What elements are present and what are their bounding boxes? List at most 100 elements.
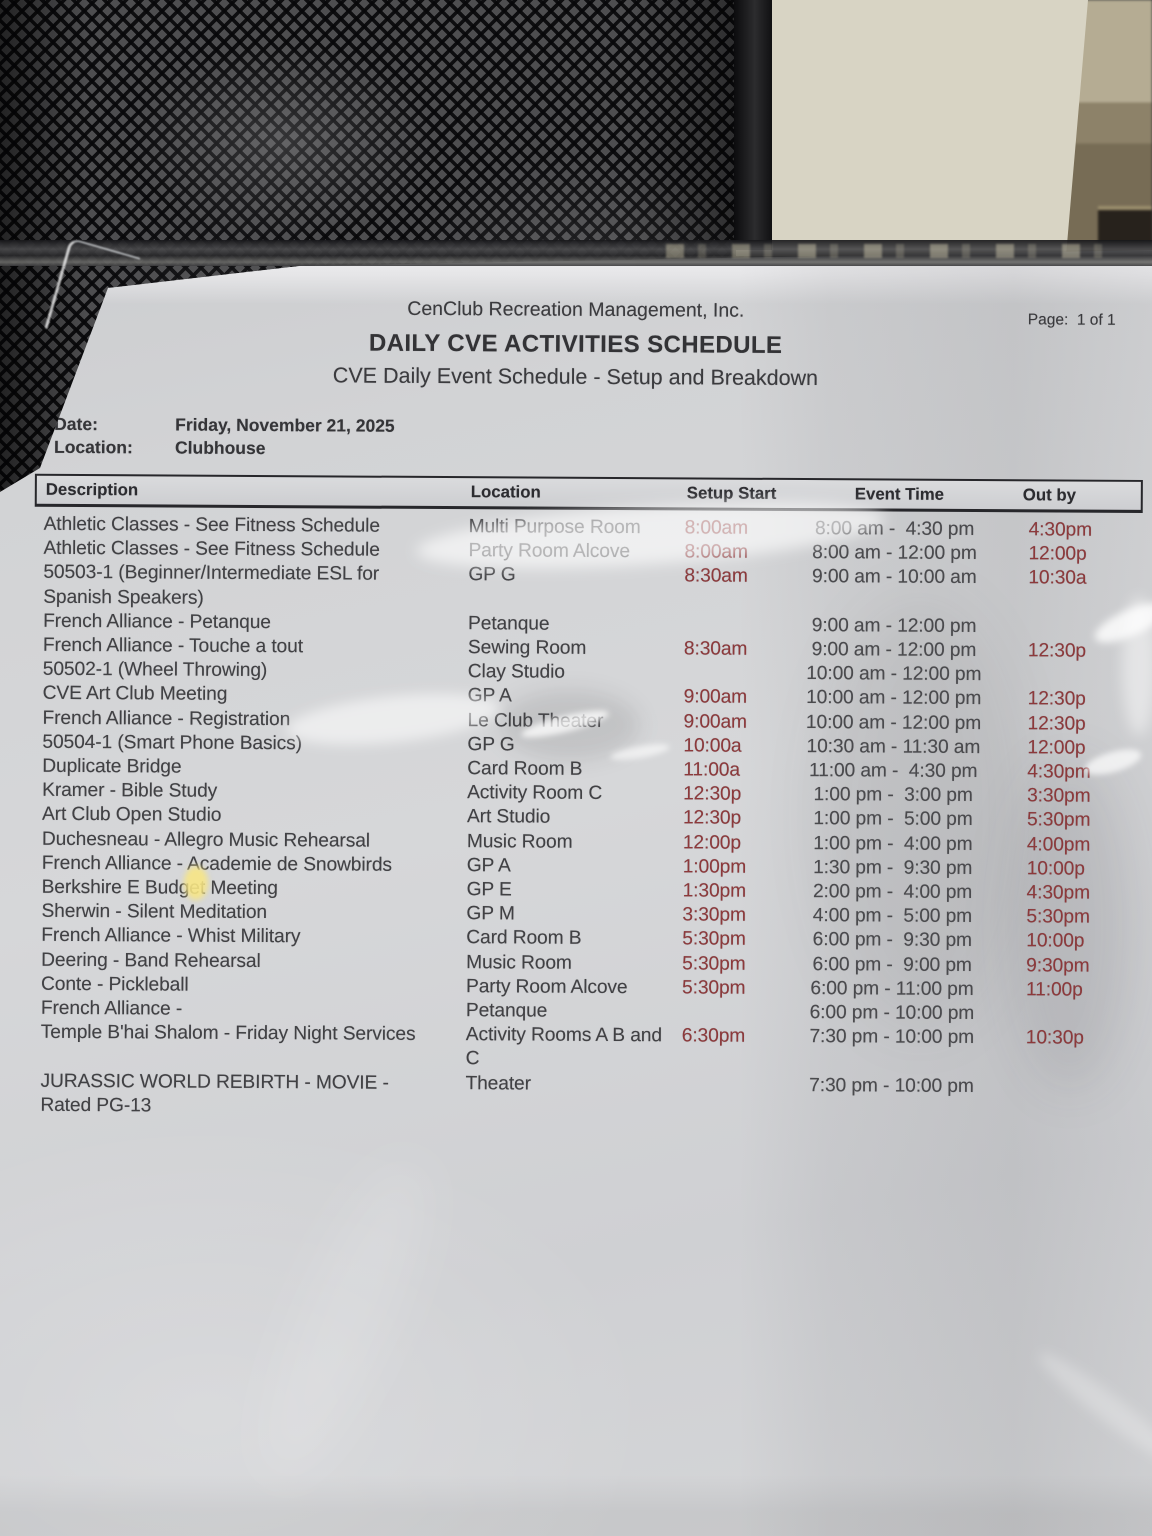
column-header-location: Location <box>470 482 541 502</box>
cell-event: 6:00 pm - 9:30 pm <box>812 929 973 952</box>
cell-setup: 9:00am <box>683 686 748 709</box>
cell-loc: GP M <box>466 903 515 925</box>
cell-setup: 8:30am <box>683 638 748 660</box>
cell-out: 12:30p <box>1027 688 1086 711</box>
location-label: Location: <box>54 436 133 458</box>
cell-loc: Petanque <box>465 1000 548 1022</box>
cell-setup <box>681 1073 781 1098</box>
document-subtitle: CVE Daily Event Schedule - Setup and Bre… <box>332 363 819 391</box>
company-name: CenClub Recreation Management, Inc. <box>407 297 745 322</box>
cell-event: 9:00 am - 10:00 am <box>811 566 977 589</box>
cell-setup: 9:00am <box>683 711 748 733</box>
cell-out: 10:30p <box>1025 1027 1084 1049</box>
cell-desc: Sherwin - Silent Meditation <box>41 901 268 924</box>
cell-desc: French Alliance - Whist Military <box>41 925 301 948</box>
cell-event: 6:00 pm - 9:00 pm <box>812 953 972 976</box>
cell-out: 12:00p <box>1028 543 1087 565</box>
cell-desc: French Alliance - Academie de Snowbirds <box>41 852 392 876</box>
cell-out: 9:30pm <box>1026 954 1090 977</box>
cell-desc: Athletic Classes - See Fitness Schedule <box>43 513 381 537</box>
cell-event: 1:30 pm - 9:30 pm <box>813 856 973 879</box>
cell-out: 11:00p <box>1025 979 1083 1001</box>
cell-loc: Clay Studio <box>467 661 565 683</box>
cell-loc: Activity Rooms A B and C <box>465 1024 663 1070</box>
table-row: 50503-1 (Beginner/Intermediate ESL for S… <box>34 561 1142 616</box>
cell-loc: GP A <box>466 855 511 877</box>
location-value: Clubhouse <box>175 437 266 459</box>
cell-out: 4:30pm <box>1028 519 1093 541</box>
cell-setup: 6:30pm <box>681 1025 746 1047</box>
column-header-description: Description <box>45 479 139 500</box>
cell-desc: French Alliance - Touche a tout <box>42 634 304 658</box>
cell-setup: 5:30pm <box>682 928 746 951</box>
table-row: JURASSIC WORLD REBIRTH - MOVIE - Rated P… <box>31 1069 1139 1124</box>
cell-loc: Theater <box>465 1072 532 1095</box>
cell-event: 10:00 am - 12:00 pm <box>806 663 982 686</box>
cell-loc: Art Studio <box>466 806 551 829</box>
cell-desc: French Alliance - Petanque <box>43 610 271 633</box>
cell-setup: 11:00a <box>683 759 741 781</box>
cell-loc: Sewing Room <box>467 637 587 659</box>
cell-setup: 1:30pm <box>682 880 747 902</box>
cell-setup: 12:30p <box>683 783 742 805</box>
cell-setup: 8:30am <box>684 565 748 588</box>
cell-setup <box>684 662 784 687</box>
cell-out: 10:30a <box>1028 567 1087 590</box>
cell-event: 2:00 pm - 4:00 pm <box>812 881 973 904</box>
table-header: Description Location Setup Start Event T… <box>34 473 1143 513</box>
cell-setup <box>682 1000 782 1025</box>
cell-event: 1:00 pm - 5:00 pm <box>813 808 973 831</box>
acrylic-reflection <box>640 244 1110 258</box>
cell-loc: Party Room Alcove <box>466 976 628 998</box>
cell-setup: 12:00p <box>682 832 742 854</box>
cell-setup <box>684 613 784 638</box>
glare-highlight <box>1122 596 1152 736</box>
cell-loc: Music Room <box>466 830 573 853</box>
cell-event: 11:00 am - 4:30 pm <box>809 760 978 783</box>
glare-yellow-spot <box>184 866 208 900</box>
cell-setup: 10:00a <box>683 735 742 757</box>
cell-loc: Card Room B <box>467 758 583 780</box>
acrylic-holder-edge <box>0 240 1152 266</box>
cell-out: 4:30pm <box>1026 882 1091 904</box>
schedule-rows: Athletic Classes - See Fitness Schedule M… <box>31 513 1142 1124</box>
cell-setup: 3:30pm <box>682 904 746 926</box>
cell-loc: Petanque <box>468 612 550 635</box>
cell-event: 7:30 pm - 10:00 pm <box>809 1074 974 1097</box>
cell-desc: Conte - Pickleball <box>41 973 189 996</box>
document-title: DAILY CVE ACTIVITIES SCHEDULE <box>368 329 783 359</box>
cell-event: 9:00 am - 12:00 pm <box>811 614 977 637</box>
page-number: Page: 1 of 1 <box>1027 311 1116 329</box>
stucco-wall <box>736 0 1088 256</box>
cell-out: 12:30p <box>1027 712 1086 735</box>
cell-event: 8:00 am - 12:00 pm <box>812 542 977 565</box>
cell-loc: Music Room <box>466 951 572 974</box>
cell-desc: French Alliance - <box>40 997 183 1020</box>
cell-out <box>1002 1002 1140 1027</box>
cell-out: 10:00p <box>1026 930 1085 953</box>
cell-desc: Berkshire E Budget Meeting <box>41 876 278 900</box>
cell-event: 10:00 am - 12:00 pm <box>806 687 982 710</box>
cell-desc: Duchesneau - Allegro Music Rehearsal <box>41 828 371 852</box>
reflection-shadow <box>820 600 1020 1030</box>
cell-out: 3:30pm <box>1027 785 1091 807</box>
board-frame-edge <box>734 0 772 250</box>
cell-setup: 5:30pm <box>681 977 746 999</box>
cell-loc: Card Room B <box>466 927 582 950</box>
cell-setup: 1:00pm <box>682 856 747 878</box>
cell-loc: Activity Room C <box>467 782 603 805</box>
cell-event: 9:00 am - 12:00 pm <box>811 639 977 662</box>
cell-setup: 5:30pm <box>682 953 746 975</box>
cell-loc: GP E <box>466 879 512 901</box>
cell-desc: Kramer - Bible Study <box>42 780 218 803</box>
cell-out: 10:00p <box>1026 858 1085 880</box>
table-row: Temple B'hai Shalom - Friday Night Servi… <box>32 1021 1140 1076</box>
date-label: Date: <box>54 413 99 435</box>
cell-event: 6:00 pm - 11:00 pm <box>810 977 974 1000</box>
column-header-out-by: Out by <box>1022 485 1077 505</box>
cell-event: 1:00 pm - 4:00 pm <box>813 832 973 855</box>
cell-event: 7:30 pm - 10:00 pm <box>809 1026 975 1049</box>
cell-event: 1:00 pm - 3:00 pm <box>813 784 973 807</box>
